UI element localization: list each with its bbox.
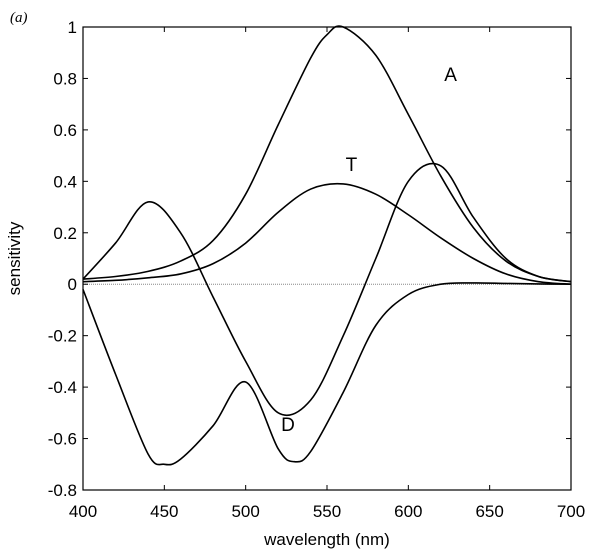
axes-frame	[82, 26, 572, 491]
series-line-a	[82, 25, 572, 283]
series-line-unlabeled-2	[82, 162, 572, 417]
y-tick-label: -0.2	[48, 327, 77, 346]
annotations: A T D	[281, 65, 457, 436]
y-tick-label: -0.4	[48, 378, 77, 397]
y-tick-label: 0.6	[53, 121, 77, 140]
y-tick-label: -0.6	[48, 430, 77, 449]
panel-label: (a)	[10, 10, 28, 26]
y-tick-label: 0.8	[53, 69, 77, 88]
series-label-t: T	[346, 155, 358, 176]
x-tick-label: 600	[394, 502, 422, 521]
x-tick-label: 700	[557, 502, 585, 521]
y-tick-label: 1	[68, 18, 77, 37]
series-line-t	[82, 182, 572, 286]
series-line-d	[82, 282, 572, 466]
ticks: 400 450 500 550 600 650 700 -0.8 -0.6 -0.4 -0.2 0 0.…	[48, 18, 585, 521]
x-tick-label: 400	[69, 502, 97, 521]
y-tick-label: 0.4	[53, 172, 77, 191]
y-tick-label: 0	[68, 275, 77, 294]
x-tick-label: 550	[313, 502, 341, 521]
y-axis-label: sensitivity	[5, 221, 24, 295]
x-tick-label: 650	[475, 502, 503, 521]
x-tick-label: 450	[150, 502, 178, 521]
x-axis-label: wavelength (nm)	[263, 530, 390, 549]
y-tick-label: 0.2	[53, 224, 77, 243]
x-tick-label: 500	[231, 502, 259, 521]
plot-area: 400 450 500 550 600 650 700 -0.8 -0.6 -0.4 -0.2 0 0.…	[48, 18, 585, 521]
series-group	[82, 25, 572, 466]
series-label-d: D	[281, 415, 295, 436]
y-tick-label: -0.8	[48, 481, 77, 500]
series-label-a: A	[444, 65, 457, 86]
